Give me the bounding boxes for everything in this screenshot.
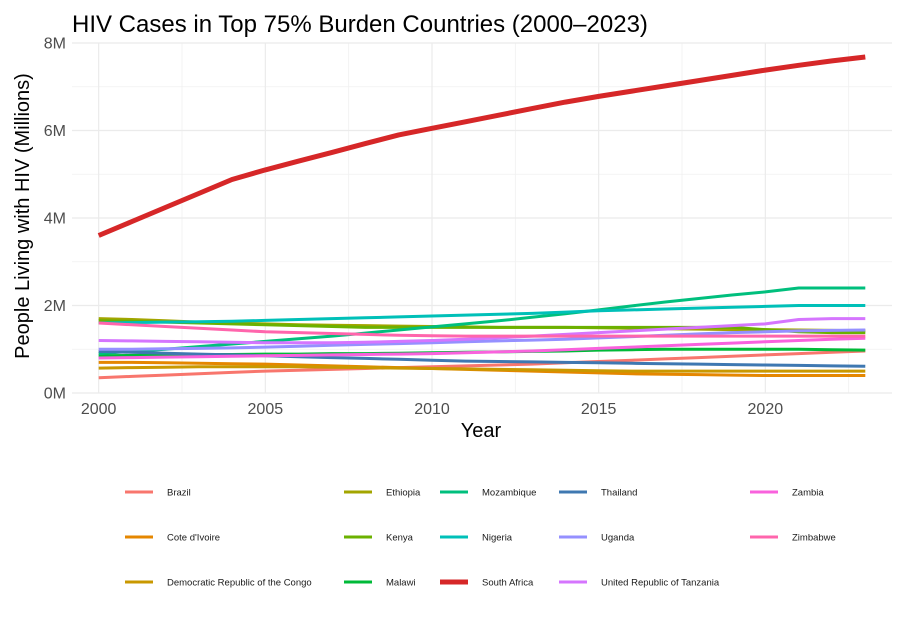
legend-label: Thailand	[601, 488, 637, 499]
series-line	[98, 304, 866, 325]
y-axis-ticks: 0M 2M 4M 6M 8M	[44, 36, 66, 403]
series-line	[98, 349, 866, 368]
series-line	[98, 319, 866, 335]
legend-label: Zimbabwe	[792, 533, 836, 544]
legend-label: Zambia	[792, 488, 824, 499]
series-line	[98, 286, 866, 356]
legend-label: Brazil	[167, 488, 191, 499]
legend-item: Democratic Republic of the Congo	[125, 578, 312, 589]
legend-item: Zimbabwe	[750, 533, 836, 544]
legend-label: Mozambique	[482, 488, 536, 499]
y-tick-label: 4M	[44, 211, 66, 228]
legend-label: South Africa	[482, 578, 534, 589]
legend-label: Cote d'Ivoire	[167, 533, 220, 544]
y-tick-label: 0M	[44, 386, 66, 403]
series-line	[98, 349, 866, 380]
legend-item: United Republic of Tanzania	[559, 578, 720, 589]
legend-item: Ethiopia	[344, 488, 421, 499]
x-tick-label: 2020	[748, 401, 784, 418]
legend-item: Kenya	[344, 533, 414, 544]
x-axis-title: Year	[461, 420, 502, 442]
series-line	[98, 365, 866, 373]
legend-label: Uganda	[601, 533, 635, 544]
series-line	[98, 336, 866, 360]
legend-item: Mozambique	[440, 488, 536, 499]
x-axis-ticks: 2000 2005 2010 2015 2020	[81, 401, 783, 418]
legend: Brazil Cote d'Ivoire Democratic Republic o…	[125, 488, 836, 589]
legend-label: Ethiopia	[386, 488, 421, 499]
chart-title: HIV Cases in Top 75% Burden Countries (2…	[72, 11, 648, 38]
x-tick-label: 2005	[248, 401, 284, 418]
y-tick-label: 2M	[44, 298, 66, 315]
legend-label: Democratic Republic of the Congo	[167, 578, 312, 589]
x-tick-label: 2000	[81, 401, 117, 418]
legend-label: Malawi	[386, 578, 416, 589]
series-line	[98, 321, 866, 338]
y-tick-label: 8M	[44, 36, 66, 53]
x-tick-label: 2015	[581, 401, 617, 418]
legend-item: Brazil	[125, 488, 191, 499]
legend-item: Thailand	[559, 488, 637, 499]
legend-item: Uganda	[559, 533, 635, 544]
series-line	[98, 317, 866, 345]
legend-item: Cote d'Ivoire	[125, 533, 220, 544]
legend-item: Nigeria	[440, 533, 513, 544]
legend-item: Zambia	[750, 488, 824, 499]
y-axis-title: People Living with HIV (Millions)	[12, 73, 34, 359]
legend-item: Malawi	[344, 578, 416, 589]
legend-label: Nigeria	[482, 533, 513, 544]
series-lines	[97, 54, 866, 380]
legend-label: Kenya	[386, 533, 414, 544]
x-tick-label: 2010	[414, 401, 450, 418]
legend-label: United Republic of Tanzania	[601, 578, 720, 589]
legend-item: South Africa	[440, 578, 534, 589]
series-line	[97, 54, 866, 238]
series-line	[98, 328, 866, 351]
y-tick-label: 6M	[44, 123, 66, 140]
